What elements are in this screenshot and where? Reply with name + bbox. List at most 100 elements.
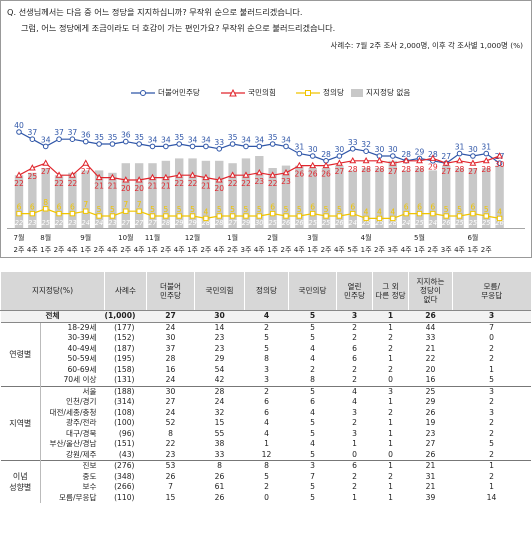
point-justice-4 [69,210,76,217]
point-ppp-24 [335,159,343,166]
bar-none-35 [482,168,491,228]
group-label-2: 이념 성향별 [0,460,41,503]
label-dem-17: 34 [241,135,251,144]
legend-none-label: 지지정당 없음 [366,88,411,97]
label-dem-5: 36 [81,131,91,140]
tick-week-34: 1주 [467,246,478,254]
cell-value: 2 [388,471,393,481]
label-dem-25: 33 [348,138,358,147]
label-ppp-21: 26 [295,170,305,179]
bar-none-32 [442,165,451,228]
label-justice-19: 6 [270,203,275,212]
point-ppp-19 [269,171,277,178]
cell-value: 4 [352,397,357,406]
label-none-34: 25 [469,219,477,227]
bar-none-11 [161,160,171,228]
tick-week-16: 2주 [227,246,238,254]
point-justice-21 [296,213,303,219]
cell-value: 1 [452,460,531,472]
point-justice-5 [83,208,89,214]
tick-week-19: 1주 [267,246,278,254]
cell-value: 8 [194,460,245,472]
label-justice-23: 5 [324,205,329,214]
cell-value: 2 [352,322,357,332]
row-label: 서울 [40,385,105,397]
label-ppp-12: 22 [174,179,184,188]
row-label: 대전/세종/충청 [49,407,97,417]
label-ppp-8: 20 [121,184,131,193]
label-none-13: 29 [188,219,196,227]
bar-none-4 [68,172,77,228]
cell-value: 5 [310,333,315,342]
point-dem-24 [336,153,343,159]
cell-n: (100) [114,418,135,427]
tick-month-19: 2월 [267,233,278,242]
cell-value: 1 [388,418,393,427]
tick-week-20: 2주 [281,246,292,254]
label-none-18: 30 [255,219,263,227]
point-justice-31 [430,210,436,217]
table-row: 부산/울산/경남 (151) 22 38 1 4 1 1 27 5 [1,439,531,450]
cell-value: 1 [388,482,393,491]
point-dem-26 [363,148,369,155]
header-dk: 모름/ 무응답 [452,272,531,311]
label-none-25: 24 [349,219,357,227]
cell-value: 30 [165,333,176,342]
bar-none-28 [388,160,397,228]
cell-value: 2 [244,385,289,397]
label-ppp-6: 21 [94,182,104,191]
tick-week-0: 2주 [14,246,25,254]
bar-none-24 [335,165,344,228]
label-none-32: 26 [442,219,450,227]
cell-value: 5 [489,375,494,384]
label-dem-8: 36 [121,131,131,140]
label-ppp-26: 28 [361,165,371,174]
point-ppp-14 [202,173,210,181]
tick-month-8: 10월 [118,233,133,242]
cell-n: (96) [118,428,135,438]
point-justice-27 [376,215,383,222]
cell-value: 14 [214,322,225,332]
row-label: 부산/울산/경남 [49,439,97,448]
table-row: 30-39세 (152) 30 23 5 5 2 2 33 0 [1,333,531,344]
legend-dem-marker [131,89,155,96]
label-justice-8: 7 [123,200,128,209]
cell-value: 7 [489,322,494,332]
header-peoples: 국민의당 [288,272,337,311]
tick-week-30: 1주 [414,246,425,254]
point-ppp-21 [295,161,303,169]
label-justice-1: 6 [30,203,35,212]
cell-value: 28 [194,385,245,397]
row-label: 광주/전라 [65,418,97,427]
label-justice-28: 4 [390,207,395,216]
cell-value: 42 [214,375,225,384]
tick-week-18: 4주 [254,246,265,254]
label-dem-33: 31 [455,143,465,152]
point-dem-12 [176,141,182,147]
label-ppp-28: 27 [388,167,398,176]
cell-value: 5 [310,482,315,491]
table-row: 대전/세종/충청 (108) 24 32 6 4 3 2 26 3 [1,408,531,419]
cell-value: 23 [214,333,225,342]
point-justice-23 [323,213,329,219]
point-dem-20 [283,143,289,150]
table-row: 보수 (266) 7 61 2 5 2 1 21 1 [1,482,531,493]
label-none-12: 29 [175,219,183,227]
bar-none-9 [134,163,144,228]
cell-value: 1 [372,460,409,472]
cell-value: 3 [352,407,357,417]
tick-week-2: 1주 [40,246,51,254]
crosstab-table: 지지정당(%) 사례수 더불어 민주당 국민의힘 정의당 국민의당 열린 민주당… [0,272,531,503]
label-dem-31: 28 [428,150,438,159]
cell-value: 3 [452,385,531,397]
table-row: 인천/경기 (314) 27 24 6 6 4 1 29 2 [1,397,531,408]
point-justice-8 [123,208,129,214]
bar-none-16 [228,163,237,228]
cell-total-0: 27 [146,310,195,323]
label-justice-11: 5 [163,205,168,214]
point-dem-34 [470,153,476,159]
label-none-21: 26 [295,219,303,227]
label-none-26: 25 [362,219,370,227]
label-justice-20: 5 [284,205,289,214]
label-ppp-29: 28 [401,165,411,174]
